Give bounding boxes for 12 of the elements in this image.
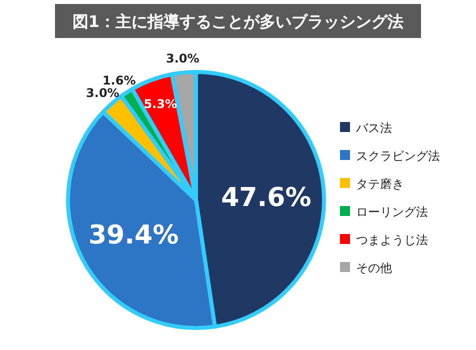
chart-title: 図1：主に指導することが多いブラッシング法 [72, 12, 404, 31]
legend-label: バス法 [355, 121, 392, 135]
data-label: 39.4% [88, 220, 179, 250]
data-label: 3.0% [166, 52, 200, 66]
data-label: 1.6% [102, 74, 136, 88]
legend-label: つまようじ法 [356, 233, 428, 247]
data-label: 47.6% [221, 182, 312, 213]
legend-label: スクラビング法 [356, 149, 440, 163]
legend-label: タテ磨き [356, 177, 404, 191]
legend-label: ローリング法 [356, 205, 428, 219]
data-label: 3.0% [86, 86, 120, 100]
legend-label: その他 [356, 261, 392, 275]
